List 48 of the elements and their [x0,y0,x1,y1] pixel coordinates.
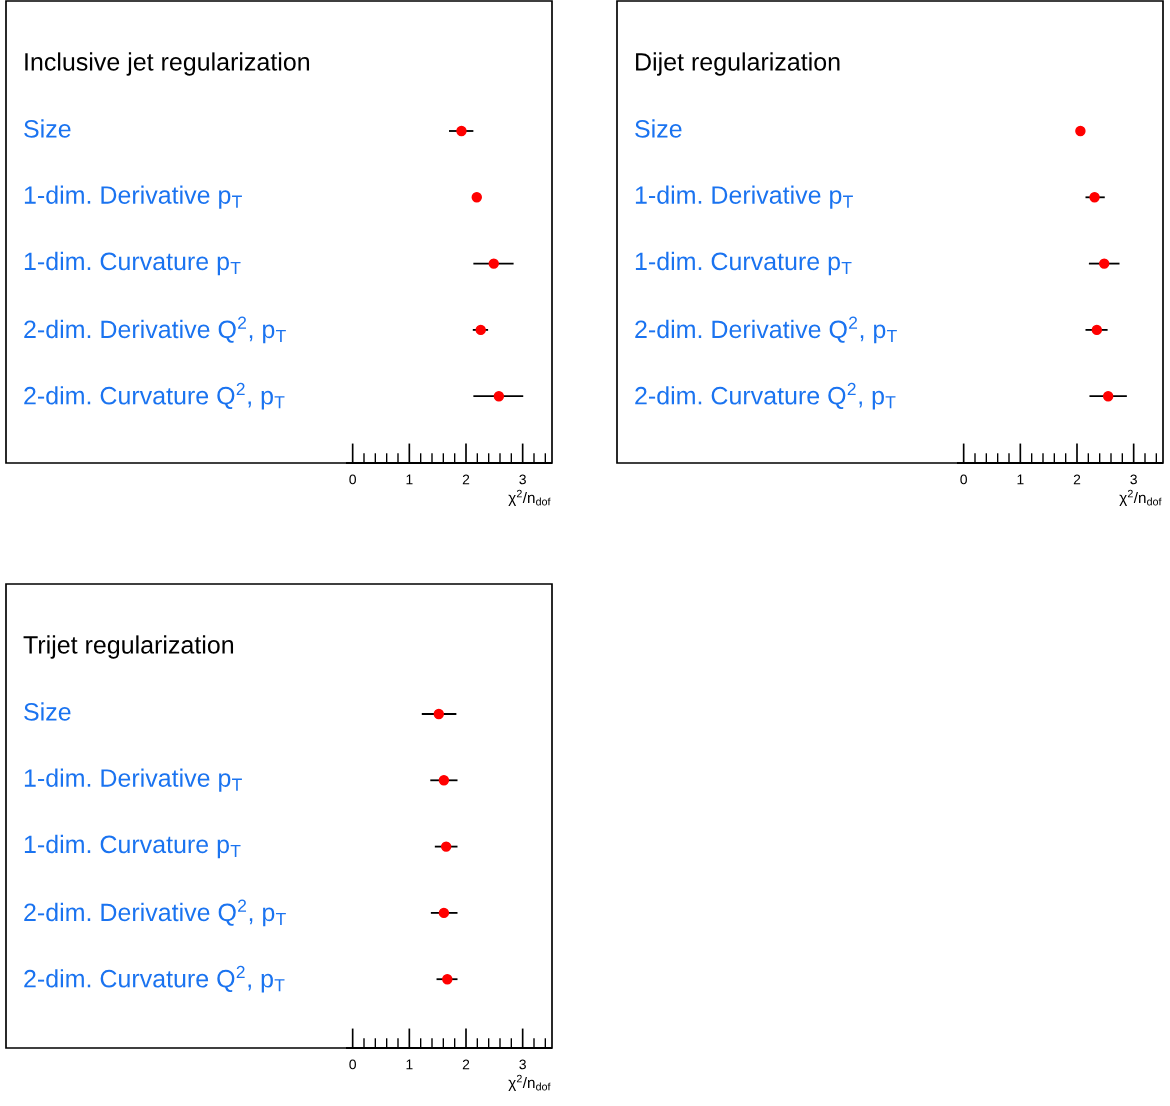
x-tick-label: 1 [406,1059,413,1070]
y-tick-label: 2-dim. Derivative Q$^{2}$, p$_{T}$ [24,899,286,927]
x-tick-label: 3 [519,474,526,485]
point [488,258,499,269]
point [1098,258,1110,269]
point [440,841,452,852]
x-tick-label: 0 [960,474,967,485]
x-axis-title: χ$^{2}$/n$_{dof}$ [508,489,551,507]
text: Dijet regularization [636,52,840,76]
point [456,125,467,137]
point [1102,390,1114,402]
chart-title: Inclusive jet regularization [25,52,310,76]
y-tick-label: 2-dim. Curvature Q$^{2}$, p$_{T}$ [24,965,285,993]
y-tick-label: 1-dim. Curvature p$_{T}$ [635,251,852,276]
point [442,973,453,985]
x-tick-label: 3 [519,1059,526,1070]
x-tick-label: 1 [1017,474,1024,485]
y-tick-label: 1-dim. Curvature p$_{T}$ [24,834,241,859]
x-axis-title: χ$^{2}$/n$_{dof}$ [1119,489,1162,507]
y-tick-label: 1-dim. Derivative p$_{T}$ [635,185,853,209]
y-tick-label: 1-dim. Derivative p$_{T}$ [24,185,242,209]
point [433,708,445,720]
x-tick-label: 0 [349,474,356,485]
y-tick-label: Size [635,119,682,138]
x-tick-label: 3 [1130,474,1137,485]
x-tick-label: 2 [462,474,470,485]
point [471,192,482,203]
y-tick-label: 1-dim. Derivative p$_{T}$ [24,768,242,792]
y-tick-label: 2-dim. Curvature Q$^{2}$, p$_{T}$ [24,382,285,410]
x-tick-label: 0 [349,1059,356,1070]
y-tick-label: 1-dim. Curvature p$_{T}$ [24,251,241,276]
text: Trijet regularization [23,635,234,659]
point [493,390,505,402]
point [438,907,450,919]
point [438,775,450,786]
x-tick-label: 2 [462,1059,470,1070]
point [1075,125,1086,137]
point [1089,192,1100,203]
point [475,324,486,336]
y-tick-label: 2-dim. Derivative Q$^{2}$, p$_{T}$ [24,316,286,344]
x-tick-label: 2 [1073,474,1081,485]
y-tick-label: Size [24,702,71,721]
x-tick-label: 1 [406,474,413,485]
y-tick-label: 2-dim. Derivative Q$^{2}$, p$_{T}$ [635,316,897,344]
y-tick-label: Size [24,119,71,138]
x-axis-title: χ$^{2}$/n$_{dof}$ [508,1074,551,1092]
point [1091,324,1103,336]
y-tick-label: 2-dim. Curvature Q$^{2}$, p$_{T}$ [635,382,896,410]
